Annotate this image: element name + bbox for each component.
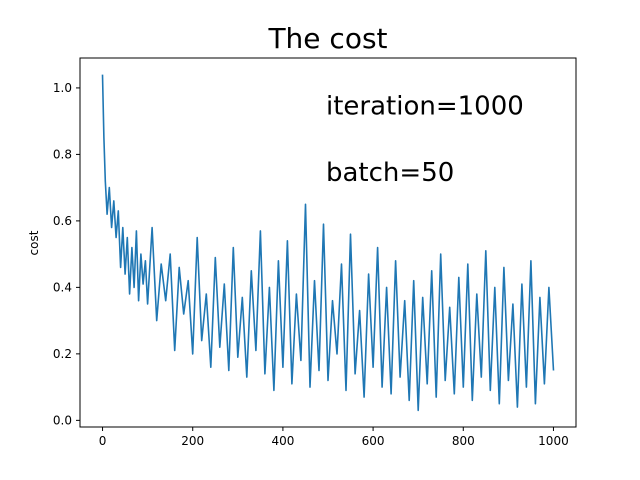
annotation-text: batch=50 — [326, 158, 454, 188]
y-tick-label: 0.2 — [53, 347, 72, 361]
y-tick-label: 0.4 — [53, 280, 72, 294]
annotations: iteration=1000 batch=50 — [326, 92, 524, 188]
x-tick-label: 800 — [452, 434, 475, 448]
plot-frame — [79, 57, 577, 428]
y-tick-label: 0.6 — [53, 214, 72, 228]
cost-series-line — [101, 74, 555, 412]
y-tick-label: 0.0 — [53, 413, 72, 427]
y-axis: 0.0 0.2 0.4 0.6 0.8 1.0 — [53, 81, 80, 427]
x-axis: 0 200 400 600 800 1000 — [99, 427, 569, 448]
y-tick-label: 0.8 — [53, 147, 72, 161]
y-tick-label: 1.0 — [53, 81, 72, 95]
x-tick-label: 0 — [99, 434, 107, 448]
x-tick-label: 200 — [181, 434, 204, 448]
x-tick-label: 1000 — [538, 434, 569, 448]
chart-title: The cost — [267, 22, 387, 55]
plot-area — [79, 57, 577, 428]
x-tick-label: 600 — [362, 434, 385, 448]
annotation-text: iteration=1000 — [326, 92, 524, 122]
x-tick-label: 400 — [271, 434, 294, 448]
y-axis-label: cost — [27, 230, 41, 255]
